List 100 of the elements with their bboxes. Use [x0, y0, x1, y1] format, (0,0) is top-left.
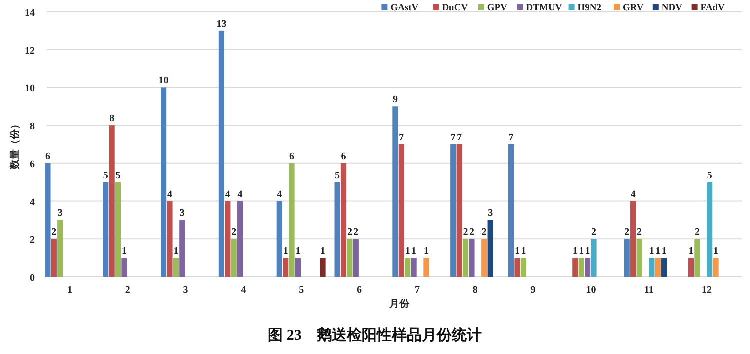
data-label: 5	[103, 170, 108, 182]
data-label: 5	[335, 170, 340, 182]
bar	[655, 258, 661, 277]
bar	[398, 144, 404, 277]
bar	[238, 201, 244, 277]
legend-label: GRV	[623, 4, 644, 14]
bar	[392, 106, 398, 277]
data-label: 7	[399, 132, 404, 144]
data-label: 3	[58, 208, 63, 220]
bar	[334, 182, 340, 277]
bar	[514, 258, 520, 277]
data-label: 2	[624, 227, 630, 238]
y-tick-label: 10	[25, 84, 35, 95]
x-tick-label: 3	[183, 285, 188, 296]
data-label: 2	[52, 227, 57, 238]
data-label: 1	[122, 246, 127, 258]
data-label: 10	[158, 76, 169, 87]
bar	[160, 88, 167, 277]
bar	[707, 182, 713, 277]
data-label: 7	[450, 132, 456, 144]
bar	[694, 239, 700, 277]
data-label: 1	[296, 246, 301, 258]
data-label: 4	[167, 189, 172, 200]
bar	[630, 201, 636, 277]
data-label: 2	[469, 227, 474, 238]
data-label: 13	[216, 18, 227, 30]
x-tick-label: 11	[644, 285, 654, 296]
data-label: 1	[320, 246, 326, 258]
data-label: 1	[424, 246, 429, 258]
data-label: 6	[45, 151, 50, 162]
data-label: 1	[585, 246, 590, 258]
x-tick-label: 8	[472, 285, 478, 296]
data-label: 2	[347, 227, 352, 238]
legend-label: NDV	[662, 4, 683, 14]
y-tick-label: 2	[30, 235, 35, 246]
bar	[173, 258, 179, 277]
data-label: 1	[662, 246, 667, 258]
data-label: 2	[482, 227, 487, 238]
data-label: 8	[110, 114, 115, 125]
data-label: 5	[707, 170, 712, 182]
bar	[456, 144, 462, 277]
x-tick-label: 4	[241, 285, 246, 296]
bar	[469, 239, 475, 277]
data-label: 3	[488, 208, 494, 220]
data-label: 4	[277, 189, 282, 200]
bar	[347, 239, 353, 277]
x-tick-label: 10	[586, 285, 596, 296]
bar	[115, 182, 122, 277]
bar	[508, 144, 514, 277]
bar	[340, 163, 347, 277]
legend-label: DTMUV	[526, 4, 562, 14]
bar	[103, 182, 109, 277]
y-tick-label: 0	[30, 273, 35, 284]
data-label: 1	[572, 246, 578, 258]
legend-label: DuCV	[442, 4, 468, 14]
bar	[591, 239, 597, 277]
y-axis-title: 数量（份）	[9, 120, 21, 170]
legend-label: H9N2	[578, 4, 602, 14]
bar	[283, 258, 289, 277]
bar	[51, 239, 57, 277]
bar	[122, 258, 128, 277]
data-label: 2	[354, 227, 359, 238]
bar	[585, 258, 591, 277]
bar	[520, 258, 526, 277]
bar	[109, 126, 115, 277]
bar	[167, 201, 173, 277]
data-label: 1	[649, 246, 654, 258]
bar	[225, 201, 231, 277]
data-label: 4	[225, 189, 230, 200]
bar	[462, 239, 469, 277]
legend-label: GPV	[487, 4, 508, 14]
bar	[649, 258, 655, 277]
bar	[295, 258, 302, 277]
y-tick-label: 14	[25, 8, 35, 19]
data-label: 1	[656, 246, 661, 258]
bar	[218, 30, 225, 277]
data-label: 1	[174, 246, 179, 258]
data-label: 1	[579, 246, 584, 258]
bar	[58, 220, 64, 277]
bar	[276, 201, 282, 277]
bar	[353, 239, 359, 277]
data-label: 7	[457, 132, 462, 144]
bar	[411, 258, 417, 277]
bar	[424, 258, 430, 277]
data-label: 7	[508, 132, 514, 144]
data-label: 9	[392, 94, 398, 106]
y-tick-label: 8	[30, 122, 35, 133]
data-label: 1	[521, 246, 526, 258]
data-label: 1	[514, 246, 520, 258]
bar	[45, 163, 51, 277]
data-label: 1	[714, 246, 719, 258]
data-label: 2	[694, 227, 700, 238]
data-label: 1	[405, 246, 410, 258]
bar	[713, 258, 719, 277]
y-tick-label: 4	[30, 197, 35, 208]
data-label: 2	[232, 227, 237, 238]
bar	[578, 258, 584, 277]
bar	[488, 220, 494, 277]
data-label: 2	[463, 227, 468, 238]
data-label: 2	[637, 227, 642, 238]
